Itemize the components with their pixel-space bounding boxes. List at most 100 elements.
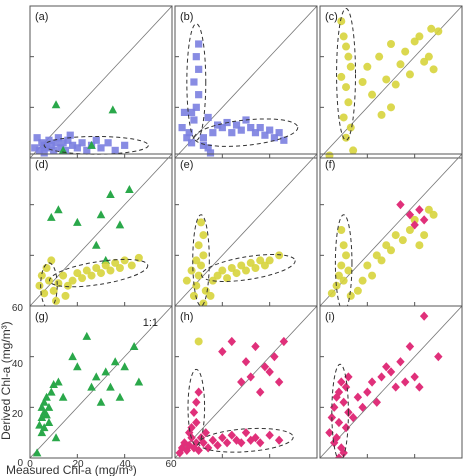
diamond-data-point xyxy=(415,205,424,215)
panel-plot-area xyxy=(30,154,172,306)
square-data-point xyxy=(104,139,112,147)
triangle-data-point xyxy=(42,392,51,401)
panel-plot-area xyxy=(175,6,317,158)
square-data-point xyxy=(33,134,41,142)
triangle-data-point xyxy=(37,402,47,411)
circle-data-point xyxy=(396,60,405,69)
circle-data-point xyxy=(363,261,372,270)
diamond-data-point xyxy=(372,397,381,407)
circle-data-point xyxy=(405,226,414,234)
triangle-data-point xyxy=(129,342,139,351)
circle-data-point xyxy=(206,291,215,300)
y-tick-label-0: 0 xyxy=(17,458,23,469)
square-data-point xyxy=(206,149,215,157)
square-data-point xyxy=(256,124,264,132)
diamond-data-point xyxy=(175,448,184,458)
diamond-data-point xyxy=(199,438,208,448)
square-data-point xyxy=(190,78,198,86)
circle-data-point xyxy=(427,24,436,33)
circle-data-point xyxy=(242,266,250,275)
panel-frame xyxy=(174,5,318,159)
triangle-data-point xyxy=(91,240,101,249)
diamond-data-point xyxy=(274,377,284,387)
diamond-data-point xyxy=(341,382,351,392)
diamond-data-point xyxy=(382,362,391,372)
one-to-one-line xyxy=(175,154,317,306)
diamond-data-point xyxy=(334,453,344,458)
circle-data-point xyxy=(232,269,241,278)
triangle-data-point xyxy=(96,210,106,219)
circle-data-point xyxy=(346,291,355,300)
triangle-data-point xyxy=(106,190,115,199)
panel-label: (i) xyxy=(325,311,335,323)
circle-data-point xyxy=(377,110,386,119)
circle-data-point xyxy=(344,266,353,275)
diamond-data-point xyxy=(334,417,344,428)
panel-label: (g) xyxy=(35,311,48,323)
one-to-one-line xyxy=(175,6,317,158)
circle-data-point xyxy=(87,271,96,280)
panel-plot-area xyxy=(175,306,317,458)
triangle-data-point xyxy=(51,433,61,442)
circle-data-point xyxy=(401,47,410,56)
circle-data-point xyxy=(44,276,53,285)
circle-data-point xyxy=(192,256,201,265)
square-data-point xyxy=(204,113,212,122)
circle-data-point xyxy=(420,231,429,240)
circle-data-point xyxy=(237,261,246,270)
panel-label: (e) xyxy=(180,159,193,171)
circle-data-point xyxy=(256,256,265,265)
circle-data-point xyxy=(49,286,58,295)
diamond-data-point xyxy=(187,423,196,433)
triangle-data-point xyxy=(73,362,82,371)
circle-data-point xyxy=(372,251,381,260)
triangle-data-point xyxy=(125,184,134,193)
diamond-data-point xyxy=(256,438,265,448)
circle-data-point xyxy=(415,241,424,250)
square-data-point xyxy=(218,124,226,132)
square-data-point xyxy=(228,129,236,137)
panel-1: (b) xyxy=(174,5,318,159)
panel-label: (d) xyxy=(35,159,48,171)
diamond-data-point xyxy=(213,440,222,450)
triangle-data-point xyxy=(44,418,54,427)
diamond-data-point xyxy=(344,372,353,382)
panel-frame xyxy=(319,305,463,459)
diamond-data-point xyxy=(334,387,344,397)
square-data-point xyxy=(45,136,53,144)
square-data-point xyxy=(192,103,200,111)
diamond-data-point xyxy=(192,438,201,448)
diamond-data-point xyxy=(386,367,396,377)
circle-data-point xyxy=(387,40,395,48)
circle-data-point xyxy=(111,258,120,267)
circle-data-point xyxy=(68,276,77,285)
diamond-data-point xyxy=(256,387,265,397)
circle-data-point xyxy=(134,253,143,262)
circle-data-point xyxy=(342,83,351,92)
diamond-data-point xyxy=(274,435,284,445)
triangle-data-point xyxy=(101,367,111,376)
triangle-data-point xyxy=(51,100,61,109)
cluster-ellipse xyxy=(43,135,149,155)
triangle-data-point xyxy=(73,217,82,226)
triangle-data-point xyxy=(58,145,68,154)
one-to-one-line xyxy=(30,6,172,158)
circle-data-point xyxy=(199,251,208,260)
circle-data-point xyxy=(342,133,351,142)
circle-data-point xyxy=(265,256,274,265)
square-data-point xyxy=(92,136,100,144)
panel-plot-area xyxy=(30,6,172,158)
square-data-point xyxy=(185,129,193,137)
diamond-data-point xyxy=(192,417,201,428)
circle-data-point xyxy=(199,299,208,306)
cluster-ellipse xyxy=(49,258,149,288)
circle-data-point xyxy=(339,113,348,122)
triangle-data-point xyxy=(82,331,92,340)
triangle-data-point xyxy=(49,380,58,389)
circle-data-point xyxy=(115,264,124,272)
square-data-point xyxy=(78,139,86,147)
diamond-data-point xyxy=(251,341,260,352)
circle-data-point xyxy=(54,279,63,288)
diamond-data-point xyxy=(279,336,289,347)
circle-data-point xyxy=(213,271,222,280)
